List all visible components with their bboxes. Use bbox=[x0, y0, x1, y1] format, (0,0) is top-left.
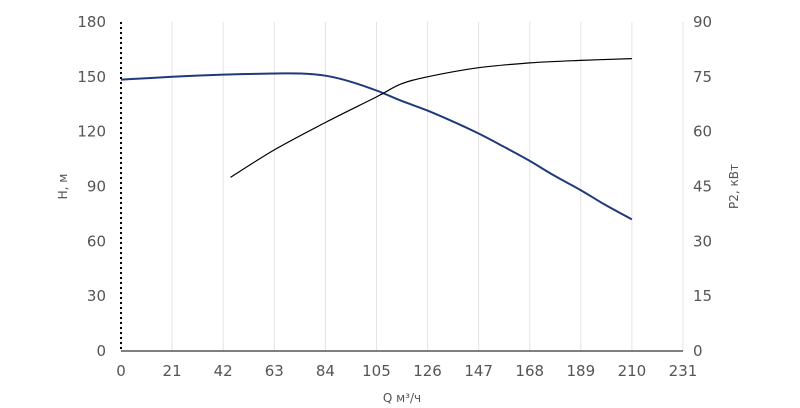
x-tick-labels: 0 21 42 63 84 105 126 147 168 189 210 231 bbox=[116, 362, 697, 380]
x-tick-label: 21 bbox=[163, 362, 182, 380]
series bbox=[120, 58, 633, 221]
x-tick-label: 84 bbox=[316, 362, 335, 380]
y-left-tick-labels: 0 30 60 90 120 150 180 bbox=[77, 13, 106, 360]
y-left-tick-label: 30 bbox=[87, 287, 106, 305]
y-right-tick-label: 15 bbox=[693, 287, 712, 305]
x-axis-title: Q м³/ч bbox=[383, 391, 421, 405]
y-right-tick-label: 60 bbox=[693, 123, 712, 141]
x-tick-label: 42 bbox=[214, 362, 233, 380]
x-tick-label: 210 bbox=[618, 362, 647, 380]
x-tick-label: 105 bbox=[362, 362, 391, 380]
y-left-tick-label: 120 bbox=[77, 123, 106, 141]
x-tick-label: 63 bbox=[265, 362, 284, 380]
x-tick-label: 126 bbox=[413, 362, 442, 380]
y-left-tick-label: 0 bbox=[96, 342, 106, 360]
y-left-tick-label: 90 bbox=[87, 178, 106, 196]
y-right-axis-title: Р2, кВт bbox=[727, 164, 741, 209]
y-right-tick-labels: 0 15 30 45 60 75 90 bbox=[693, 13, 712, 360]
x-tick-label: 168 bbox=[515, 362, 544, 380]
head-curve bbox=[120, 72, 633, 221]
x-tick-label: 147 bbox=[464, 362, 493, 380]
y-right-tick-label: 0 bbox=[693, 342, 703, 360]
y-right-tick-label: 45 bbox=[693, 178, 712, 196]
x-tick-label: 189 bbox=[566, 362, 595, 380]
y-right-tick-label: 75 bbox=[693, 68, 712, 86]
axes bbox=[120, 22, 683, 352]
y-left-tick-label: 60 bbox=[87, 232, 106, 250]
power-curve bbox=[230, 58, 632, 178]
y-right-tick-label: 30 bbox=[693, 232, 712, 250]
y-left-tick-label: 150 bbox=[77, 68, 106, 86]
y-left-axis-title: Н, м bbox=[56, 174, 70, 200]
grid bbox=[120, 22, 684, 351]
y-left-tick-label: 180 bbox=[77, 13, 106, 31]
x-tick-label: 231 bbox=[669, 362, 698, 380]
x-tick-label: 0 bbox=[116, 362, 126, 380]
y-right-tick-label: 90 bbox=[693, 13, 712, 31]
